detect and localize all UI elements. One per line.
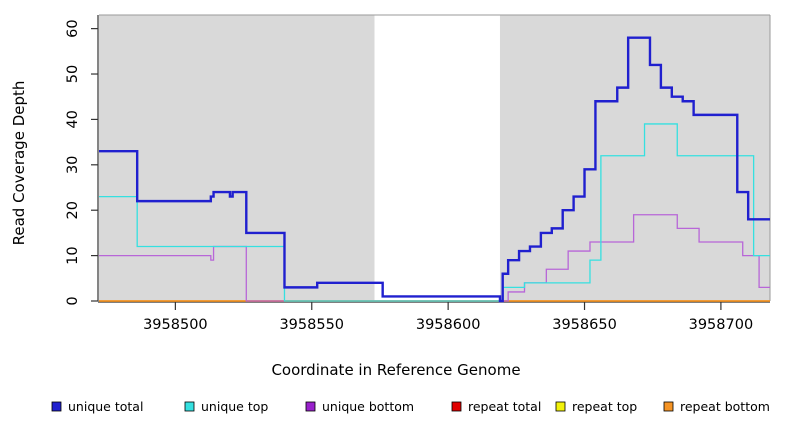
y-tick-label: 20	[65, 201, 81, 219]
x-tick-label: 3958500	[143, 317, 208, 333]
legend-swatch-repeat-top	[555, 401, 566, 412]
y-tick-labels: 0 10 20 30 40 50 60	[65, 19, 81, 305]
series-unique-top	[99, 123, 770, 302]
legend-swatch-repeat-total	[451, 401, 462, 412]
data-series-group	[99, 36, 770, 303]
x-axis-title: Coordinate in Reference Genome	[271, 361, 520, 379]
legend-swatch-repeat-bottom	[663, 401, 674, 412]
y-tick-label: 30	[65, 156, 81, 174]
legend-label-repeat-top: repeat top	[572, 399, 637, 414]
x-tick-label: 3958600	[416, 317, 481, 333]
series-unique-total	[99, 36, 770, 303]
x-tick-label: 3958700	[689, 317, 754, 333]
y-tick-label: 50	[65, 65, 81, 83]
y-axis-title: Read Coverage Depth	[10, 81, 28, 246]
legend-label-repeat-bottom: repeat bottom	[680, 399, 770, 414]
plot-frame	[99, 14, 771, 301]
x-tick-label: 3958650	[552, 317, 617, 333]
chart-legend: unique total unique top unique bottom repea…	[51, 399, 770, 414]
legend-label-repeat-total: repeat total	[468, 399, 541, 414]
shaded-regions	[99, 15, 770, 301]
legend-swatch-unique-bottom	[305, 401, 316, 412]
region-repeat-region-right	[499, 15, 770, 301]
x-tick-label: 3958550	[279, 317, 344, 333]
legend-label-unique-bottom: unique bottom	[322, 399, 414, 414]
y-tick-label: 0	[65, 296, 81, 305]
y-tick-label: 10	[65, 246, 81, 264]
legend-swatch-unique-total	[51, 401, 62, 412]
chart-axes	[91, 15, 770, 310]
y-tick-label: 40	[65, 110, 81, 128]
legend-swatch-unique-top	[184, 401, 195, 412]
legend-label-unique-top: unique top	[201, 399, 268, 414]
legend-label-unique-total: unique total	[68, 399, 143, 414]
y-tick-label: 60	[65, 19, 81, 37]
region-unshaded-gap	[374, 15, 500, 301]
region-repeat-region-left	[99, 15, 375, 301]
x-tick-labels: 3958500 3958550 3958600 3958650 3958700	[143, 317, 753, 333]
